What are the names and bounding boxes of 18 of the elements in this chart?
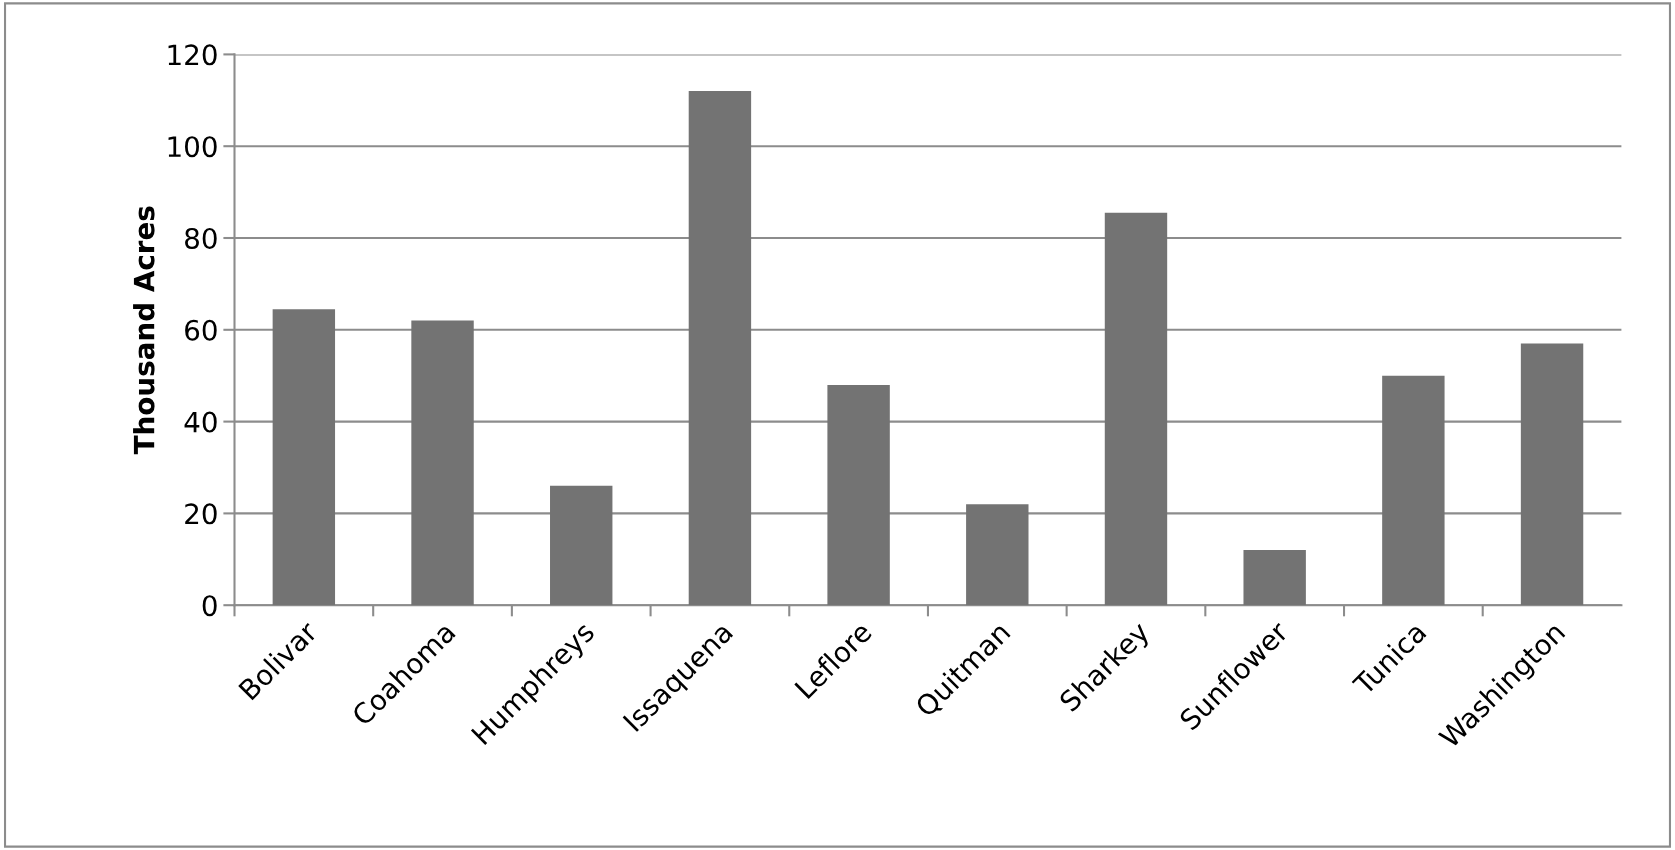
y-tick-label: 20 [185,503,217,525]
bar [688,91,752,606]
bar [966,504,1029,606]
y-tick-label: 100 [168,136,217,158]
bar [550,485,613,606]
y-axis-title: Thousand Acres [133,206,155,455]
y-tick-label: 120 [168,44,217,66]
bar [411,320,474,606]
bar [1104,212,1168,606]
y-tick-label: 60 [185,319,217,341]
bar [1382,375,1445,606]
bar [1243,550,1306,606]
bar [272,309,336,606]
y-tick-label: 40 [184,411,217,433]
bar [827,384,890,606]
y-tick-label: 0 [202,595,217,617]
bar [1520,343,1584,606]
y-tick-label: 80 [185,227,217,249]
